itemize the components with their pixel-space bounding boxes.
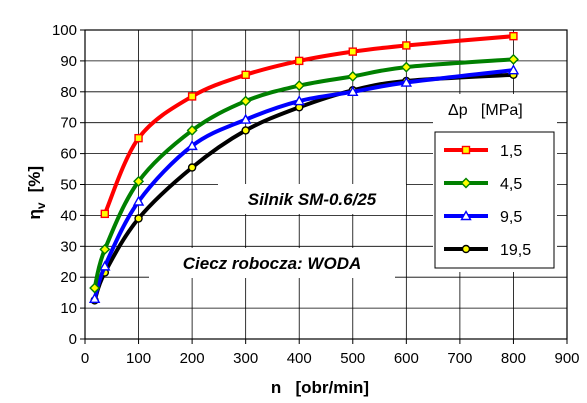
series-lines — [88, 31, 520, 305]
data-point — [293, 95, 305, 106]
x-tick-label: 800 — [501, 350, 526, 367]
data-point — [134, 214, 143, 223]
legend-label: 1,5 — [500, 143, 522, 160]
data-point — [187, 163, 197, 172]
data-point — [88, 292, 101, 304]
data-point — [507, 64, 520, 75]
data-point — [186, 139, 198, 151]
data-point — [293, 80, 305, 92]
y-tick-label: 30 — [60, 238, 77, 255]
data-point — [507, 53, 519, 65]
y-tick-label: 100 — [52, 22, 77, 39]
data-point — [295, 56, 304, 66]
legend-swatch-marker — [461, 244, 471, 254]
data-point — [186, 124, 198, 136]
data-point — [99, 260, 111, 271]
data-point — [239, 113, 252, 124]
y-tick-label: 10 — [60, 300, 77, 317]
data-point — [241, 126, 250, 135]
axis-ticks: 0 10 20 30 40 50 60 70 80 90 100 0 100 200 300 400 500 60… — [52, 22, 580, 367]
annotation-engine: Silnik SM-0.6/25 — [218, 184, 406, 214]
series-1-5 — [100, 31, 518, 219]
x-tick-label: 900 — [554, 350, 579, 367]
data-point — [347, 70, 359, 82]
y-axis-label: ηv[%] — [25, 166, 48, 220]
y-tick-label: 80 — [60, 84, 77, 101]
data-point — [400, 76, 413, 87]
series-9-5 — [88, 64, 520, 304]
legend-label: 9,5 — [500, 209, 522, 226]
legend-title: Δp [MPa] — [448, 102, 523, 119]
x-tick-label: 400 — [287, 350, 312, 367]
y-tick-label: 60 — [60, 146, 77, 163]
legend: Δp [MPa] 1,5 4,5 9,5 19,5 — [433, 94, 557, 272]
legend-swatch-marker — [460, 177, 472, 189]
data-point — [509, 31, 518, 41]
y-tick-label: 90 — [60, 53, 77, 70]
y-tick-label: 20 — [60, 269, 77, 286]
data-point — [133, 175, 145, 187]
annotation-fluid: Ciecz robocza: WODA — [149, 248, 395, 278]
x-tick-label: 100 — [126, 350, 151, 367]
engine-annotation: Silnik SM-0.6/25 — [248, 190, 377, 209]
x-tick-label: 600 — [394, 350, 419, 367]
fluid-annotation: Ciecz robocza: WODA — [183, 254, 362, 273]
legend-items: 1,5 4,5 9,5 19,5 — [444, 143, 531, 259]
legend-swatch-marker — [461, 145, 471, 155]
x-tick-label: 0 — [81, 350, 89, 367]
legend-label: 19,5 — [500, 242, 531, 259]
legend-item: 9,5 — [444, 209, 522, 226]
data-point — [348, 47, 357, 56]
data-point — [402, 41, 411, 50]
x-tick-label: 200 — [180, 350, 205, 367]
legend-label: 4,5 — [500, 176, 522, 193]
data-point — [99, 243, 111, 255]
data-point — [132, 195, 145, 206]
legend-item: 19,5 — [444, 242, 531, 259]
x-tick-label: 300 — [233, 350, 258, 367]
data-point — [347, 85, 359, 97]
legend-item: 4,5 — [444, 176, 522, 193]
legend-box — [434, 131, 555, 269]
y-tick-label: 70 — [60, 115, 77, 132]
data-point — [240, 95, 252, 107]
legend-item: 1,5 — [444, 143, 522, 160]
x-axis-label: n [obr/min] — [271, 378, 369, 397]
data-point — [134, 133, 143, 143]
x-tick-label: 500 — [340, 350, 365, 367]
y-tick-label: 50 — [60, 177, 77, 194]
legend-swatch-marker — [460, 210, 472, 221]
data-point — [100, 209, 110, 219]
y-tick-label: 0 — [69, 331, 77, 348]
data-point — [89, 282, 101, 294]
data-point — [241, 70, 250, 80]
data-point — [400, 61, 412, 73]
series-4-5 — [89, 53, 519, 294]
x-tick-label: 700 — [447, 350, 472, 367]
y-tick-label: 40 — [60, 207, 77, 224]
data-point — [187, 92, 197, 101]
